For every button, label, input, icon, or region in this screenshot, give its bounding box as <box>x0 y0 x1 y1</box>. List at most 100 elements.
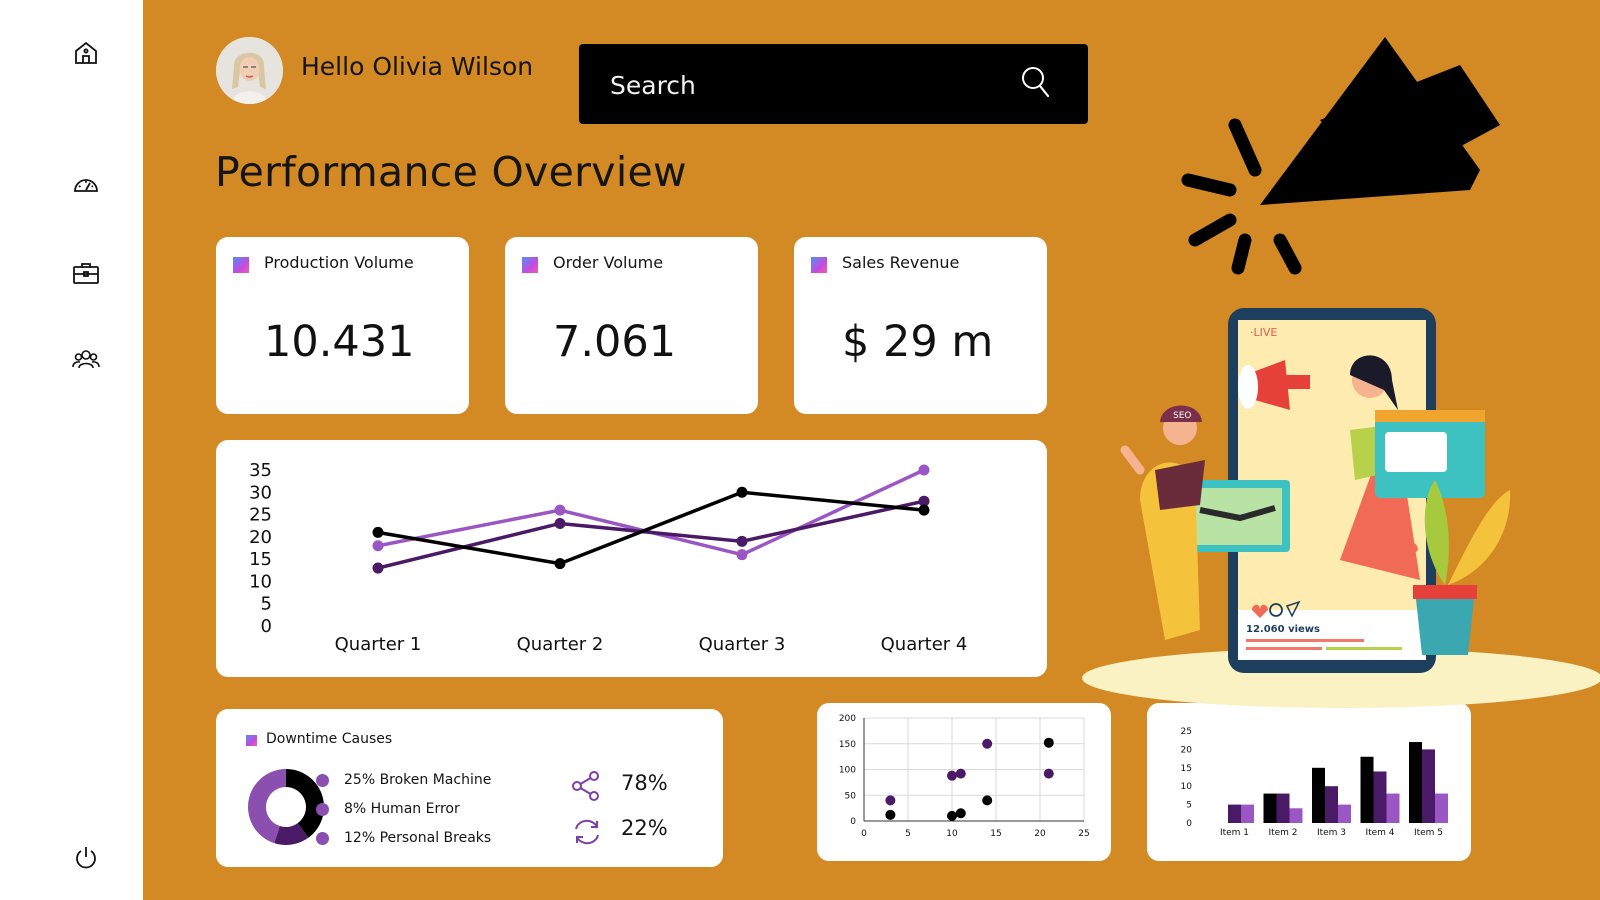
scatter-point <box>1043 737 1054 748</box>
greeting-text: Hello Olivia Wilson <box>301 52 534 81</box>
data-point <box>918 495 930 507</box>
views-label: 12.060 views <box>1246 624 1320 635</box>
y-tick-label: 20 <box>249 527 272 548</box>
series-line <box>377 499 925 570</box>
scatter-point <box>1043 768 1054 779</box>
x-tick-label: 20 <box>1034 829 1046 839</box>
kpi-card-orders: Order Volume 7.061 <box>505 237 758 414</box>
kpi-card-revenue: Sales Revenue $ 29 m <box>794 237 1047 414</box>
data-point <box>554 558 566 570</box>
x-tick-label: Item 2 <box>1268 828 1297 838</box>
legend-item: 12% Personal Breaks <box>316 830 492 846</box>
x-tick-label: Quarter 3 <box>699 634 786 655</box>
bar <box>1289 808 1303 823</box>
y-tick-label: 0 <box>1186 819 1192 829</box>
bar <box>1312 767 1325 823</box>
x-tick-label: Quarter 4 <box>881 634 968 655</box>
avatar[interactable] <box>216 37 283 104</box>
stat-value: 78% <box>621 771 668 795</box>
gauge-icon[interactable] <box>71 170 101 200</box>
bar <box>1325 786 1338 823</box>
bar <box>1386 793 1400 823</box>
bar <box>1338 804 1351 823</box>
team-icon[interactable] <box>71 344 101 374</box>
legend-label: 25% Broken Machine <box>344 772 492 788</box>
y-tick-label: 50 <box>845 791 857 801</box>
scatter-point <box>885 795 896 806</box>
data-point <box>372 562 384 574</box>
kpi-value: 10.431 <box>264 317 415 367</box>
data-point <box>736 549 748 561</box>
data-point <box>372 540 384 552</box>
kpi-label: Production Volume <box>264 253 414 272</box>
legend-label: 8% Human Error <box>344 801 460 817</box>
bar <box>1435 793 1448 823</box>
y-tick-label: 200 <box>839 714 856 724</box>
data-point <box>918 504 930 516</box>
x-tick-label: 10 <box>946 829 958 839</box>
downtime-swatch <box>246 735 257 746</box>
data-point <box>736 535 748 547</box>
series-line <box>377 468 925 557</box>
kpi-card-production: Production Volume 10.431 <box>216 237 469 414</box>
bar <box>1409 742 1422 823</box>
y-tick-label: 10 <box>249 571 272 592</box>
kpi-value: 7.061 <box>553 317 677 367</box>
scatter-chart-card: 0 5 10 15 20 25 0 50 100 150 200 <box>817 703 1111 861</box>
search-bar[interactable] <box>579 44 1088 124</box>
data-point <box>554 517 566 529</box>
y-tick-label: 100 <box>839 766 856 776</box>
data-point <box>736 486 748 498</box>
cursor-icon <box>1181 37 1500 275</box>
donut-slice <box>286 769 324 838</box>
downtime-card: Downtime Causes 25% Broken Machine 8% Hu… <box>216 709 723 867</box>
cap-text: SEO <box>1173 411 1191 421</box>
y-tick-label: 20 <box>1181 745 1193 755</box>
series-line <box>377 490 925 566</box>
y-tick-label: 10 <box>1181 782 1193 792</box>
scatter-point <box>982 795 993 806</box>
scatter-point <box>947 810 957 821</box>
line-chart-card: 0 5 10 15 20 25 30 35 Quarter 1 Quarter 2 Quarter … <box>216 440 1047 677</box>
x-tick-label: Item 3 <box>1317 828 1346 838</box>
power-icon[interactable] <box>71 842 101 872</box>
x-tick-label: Quarter 1 <box>335 634 422 655</box>
x-tick-label: 5 <box>905 829 911 839</box>
data-point <box>918 464 930 476</box>
y-tick-label: 5 <box>1186 801 1192 811</box>
bar <box>1360 756 1374 823</box>
x-tick-label: 0 <box>861 829 867 839</box>
y-tick-label: 5 <box>261 594 272 615</box>
search-input[interactable] <box>608 64 1012 106</box>
page-title: Performance Overview <box>215 148 687 196</box>
legend-dot <box>316 774 329 787</box>
scatter-point <box>955 768 966 779</box>
kpi-value: $ 29 m <box>842 317 994 367</box>
x-tick-label: Item 5 <box>1414 828 1443 838</box>
kpi-swatch <box>233 257 249 273</box>
scatter-chart: 0 5 10 15 20 25 0 50 100 150 200 <box>839 714 1090 839</box>
donut-slice <box>274 823 309 845</box>
legend-item: 25% Broken Machine <box>316 772 492 788</box>
x-tick-label: Quarter 2 <box>517 634 604 655</box>
legend-dot <box>316 803 329 816</box>
kpi-label: Sales Revenue <box>842 253 960 272</box>
search-icon[interactable] <box>1020 64 1052 102</box>
refresh-icon <box>575 819 599 845</box>
y-tick-label: 0 <box>850 817 856 827</box>
x-tick-label: Item 1 <box>1220 828 1249 838</box>
home-icon[interactable] <box>71 38 101 68</box>
y-tick-label: 35 <box>249 460 272 481</box>
legend-item: 8% Human Error <box>316 801 460 817</box>
data-point <box>372 526 384 538</box>
x-tick-label: 25 <box>1078 829 1089 839</box>
sidebar <box>0 0 143 900</box>
bar-chart: 0 5 10 15 20 25 Item 1 Item 2 Item 3 Item 4 Item 5 <box>1181 727 1448 838</box>
live-label: ·LIVE <box>1250 326 1277 339</box>
y-tick-label: 15 <box>1181 764 1192 774</box>
data-point <box>554 504 566 516</box>
legend-label: 12% Personal Breaks <box>344 830 492 846</box>
briefcase-icon[interactable] <box>71 258 101 288</box>
kpi-swatch <box>522 257 538 273</box>
